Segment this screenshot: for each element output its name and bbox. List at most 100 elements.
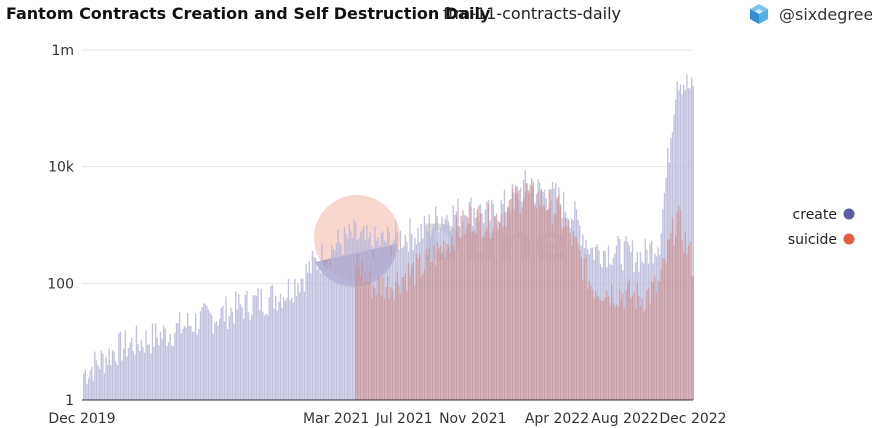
bar-create [228, 316, 230, 400]
bar-create [158, 345, 160, 400]
author-link[interactable]: @sixdegree [748, 3, 872, 25]
bar-create [292, 302, 294, 400]
bar-create [279, 293, 282, 400]
bar-create [281, 308, 283, 400]
bar-suicide [439, 245, 442, 400]
legend-label-suicide[interactable]: suicide [788, 232, 837, 248]
bar-suicide [675, 235, 677, 400]
bar-create [196, 334, 198, 400]
bar-create [191, 331, 194, 400]
bar-suicide [585, 254, 587, 400]
bar-create [239, 303, 242, 400]
bar-suicide [654, 275, 656, 400]
bar-create [334, 250, 336, 400]
bar-create [177, 323, 179, 400]
bar-suicide [396, 271, 398, 400]
legend-label-create[interactable]: create [793, 207, 837, 223]
bar-create [139, 351, 141, 400]
bar-suicide [494, 216, 496, 400]
bar-create [175, 322, 178, 400]
sixdegree-cube-icon [750, 4, 768, 24]
bar-suicide [452, 244, 454, 400]
bar-suicide [558, 194, 560, 400]
query-name[interactable]: ftm-11-contracts-daily [443, 4, 621, 23]
bar-create [319, 272, 322, 400]
bar-create [115, 361, 117, 400]
bar-create [692, 86, 694, 400]
bar-suicide [487, 204, 490, 400]
bar-create [225, 296, 227, 400]
bar-suicide [513, 209, 515, 400]
bar-create [111, 350, 114, 400]
bar-create [308, 261, 310, 400]
bar-create [147, 344, 149, 400]
bar-suicide [543, 205, 546, 400]
bar-suicide [518, 190, 520, 400]
bar-suicide [588, 280, 590, 400]
bar-suicide [500, 214, 502, 400]
bar-suicide [508, 200, 510, 400]
bar-suicide [647, 288, 650, 400]
bar-suicide [628, 279, 630, 400]
bar-create [185, 327, 187, 400]
bar-create [137, 344, 139, 400]
bar-suicide [641, 298, 643, 400]
bar-create [311, 251, 314, 400]
bar-suicide [471, 231, 474, 400]
bar-suicide [366, 280, 368, 400]
bar-suicide [379, 278, 381, 400]
bar-create [340, 244, 342, 400]
bar-create [260, 288, 262, 400]
bar-create [198, 329, 200, 400]
bar-suicide [625, 290, 627, 400]
bar-create [153, 346, 155, 400]
bar-suicide [556, 197, 558, 400]
bar-create [305, 263, 307, 400]
bar-create [103, 372, 106, 400]
bar-suicide [623, 308, 626, 400]
chart-header: Fantom Contracts Creation and Self Destr… [0, 0, 872, 30]
bar-suicide [555, 214, 557, 400]
bar-create [199, 311, 202, 400]
bar-create [294, 278, 296, 400]
bar-suicide [615, 304, 618, 400]
bar-suicide [449, 253, 451, 400]
bar-create [268, 296, 270, 400]
bar-suicide [607, 296, 610, 400]
bar-create [247, 312, 250, 400]
bar-suicide [361, 260, 363, 400]
bar-suicide [374, 287, 376, 400]
bar-create [148, 344, 150, 400]
bar-create [331, 245, 333, 400]
bar-suicide [540, 189, 542, 400]
bar-create [113, 351, 115, 400]
bar-suicide [620, 299, 622, 400]
bar-suicide [422, 273, 424, 400]
y-tick-label: 1m [51, 43, 74, 59]
series-layer [83, 74, 694, 401]
bar-create [220, 307, 222, 400]
bar-create [278, 301, 280, 400]
legend-swatch-suicide[interactable] [843, 233, 855, 245]
bar-suicide [535, 208, 538, 400]
bar-create [227, 329, 229, 400]
bar-suicide [428, 247, 430, 400]
bar-create [310, 273, 312, 400]
bar-suicide [404, 272, 406, 400]
bar-create [164, 328, 166, 400]
legend-swatch-create[interactable] [843, 208, 855, 220]
bar-suicide [684, 231, 686, 400]
bar-suicide [401, 276, 403, 400]
bar-suicide [411, 264, 413, 400]
bar-create [105, 356, 107, 400]
bar-suicide [603, 300, 605, 400]
bar-create [223, 321, 226, 400]
bar-suicide [499, 223, 501, 400]
bar-create [180, 333, 182, 400]
bar-suicide [363, 281, 365, 400]
bar-create [291, 297, 293, 400]
bar-suicide [390, 287, 392, 400]
bar-suicide [574, 236, 576, 400]
bar-suicide [630, 298, 632, 400]
bar-create [135, 325, 138, 400]
